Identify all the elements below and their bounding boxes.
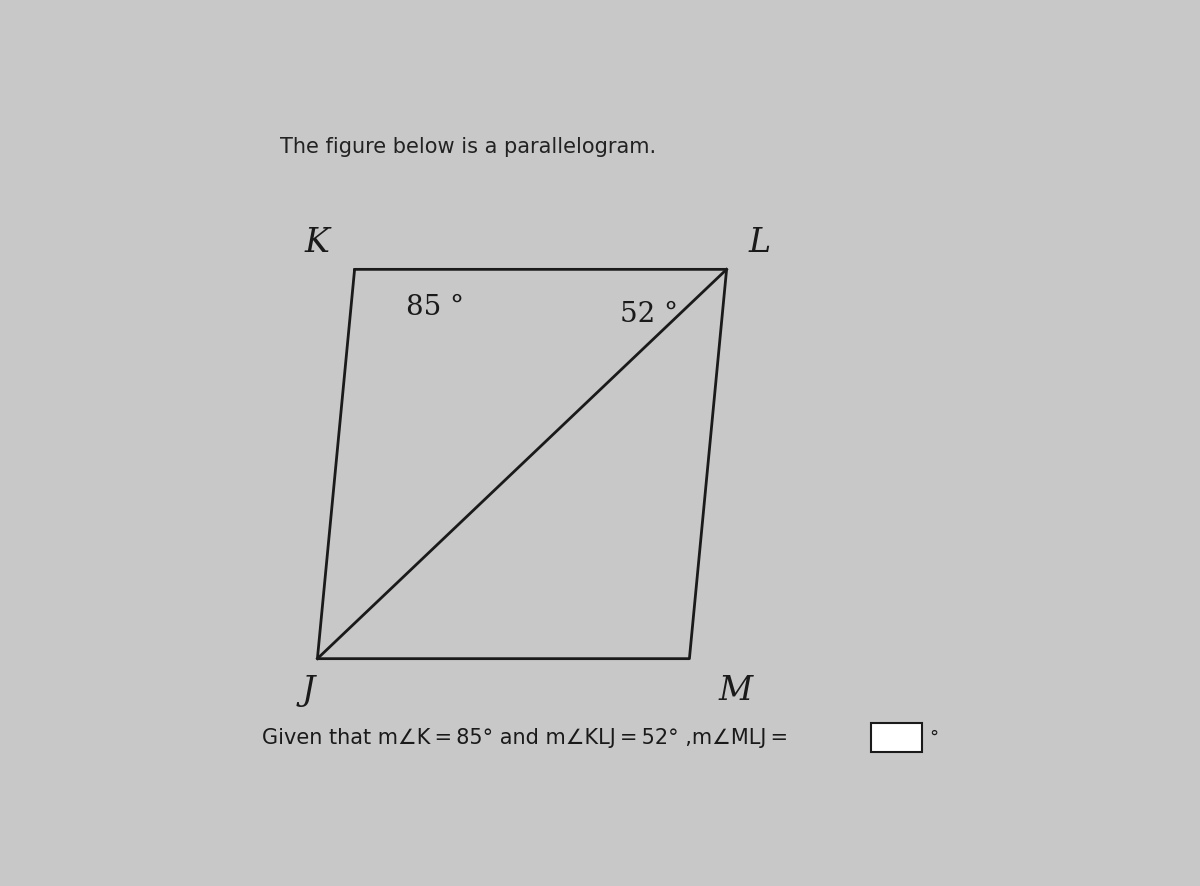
Text: 85 °: 85 ° [406, 294, 463, 321]
Text: °: ° [929, 728, 938, 746]
Text: J: J [301, 674, 314, 706]
Text: K: K [305, 227, 330, 259]
Text: 52 °: 52 ° [619, 301, 678, 328]
Text: M: M [719, 674, 752, 706]
Text: L: L [748, 227, 770, 259]
Text: The figure below is a parallelogram.: The figure below is a parallelogram. [281, 137, 656, 157]
Text: Given that m∠K = 85° and m∠KLJ = 52° ,m∠MLJ =: Given that m∠K = 85° and m∠KLJ = 52° ,m∠… [262, 727, 787, 748]
FancyBboxPatch shape [871, 723, 922, 751]
